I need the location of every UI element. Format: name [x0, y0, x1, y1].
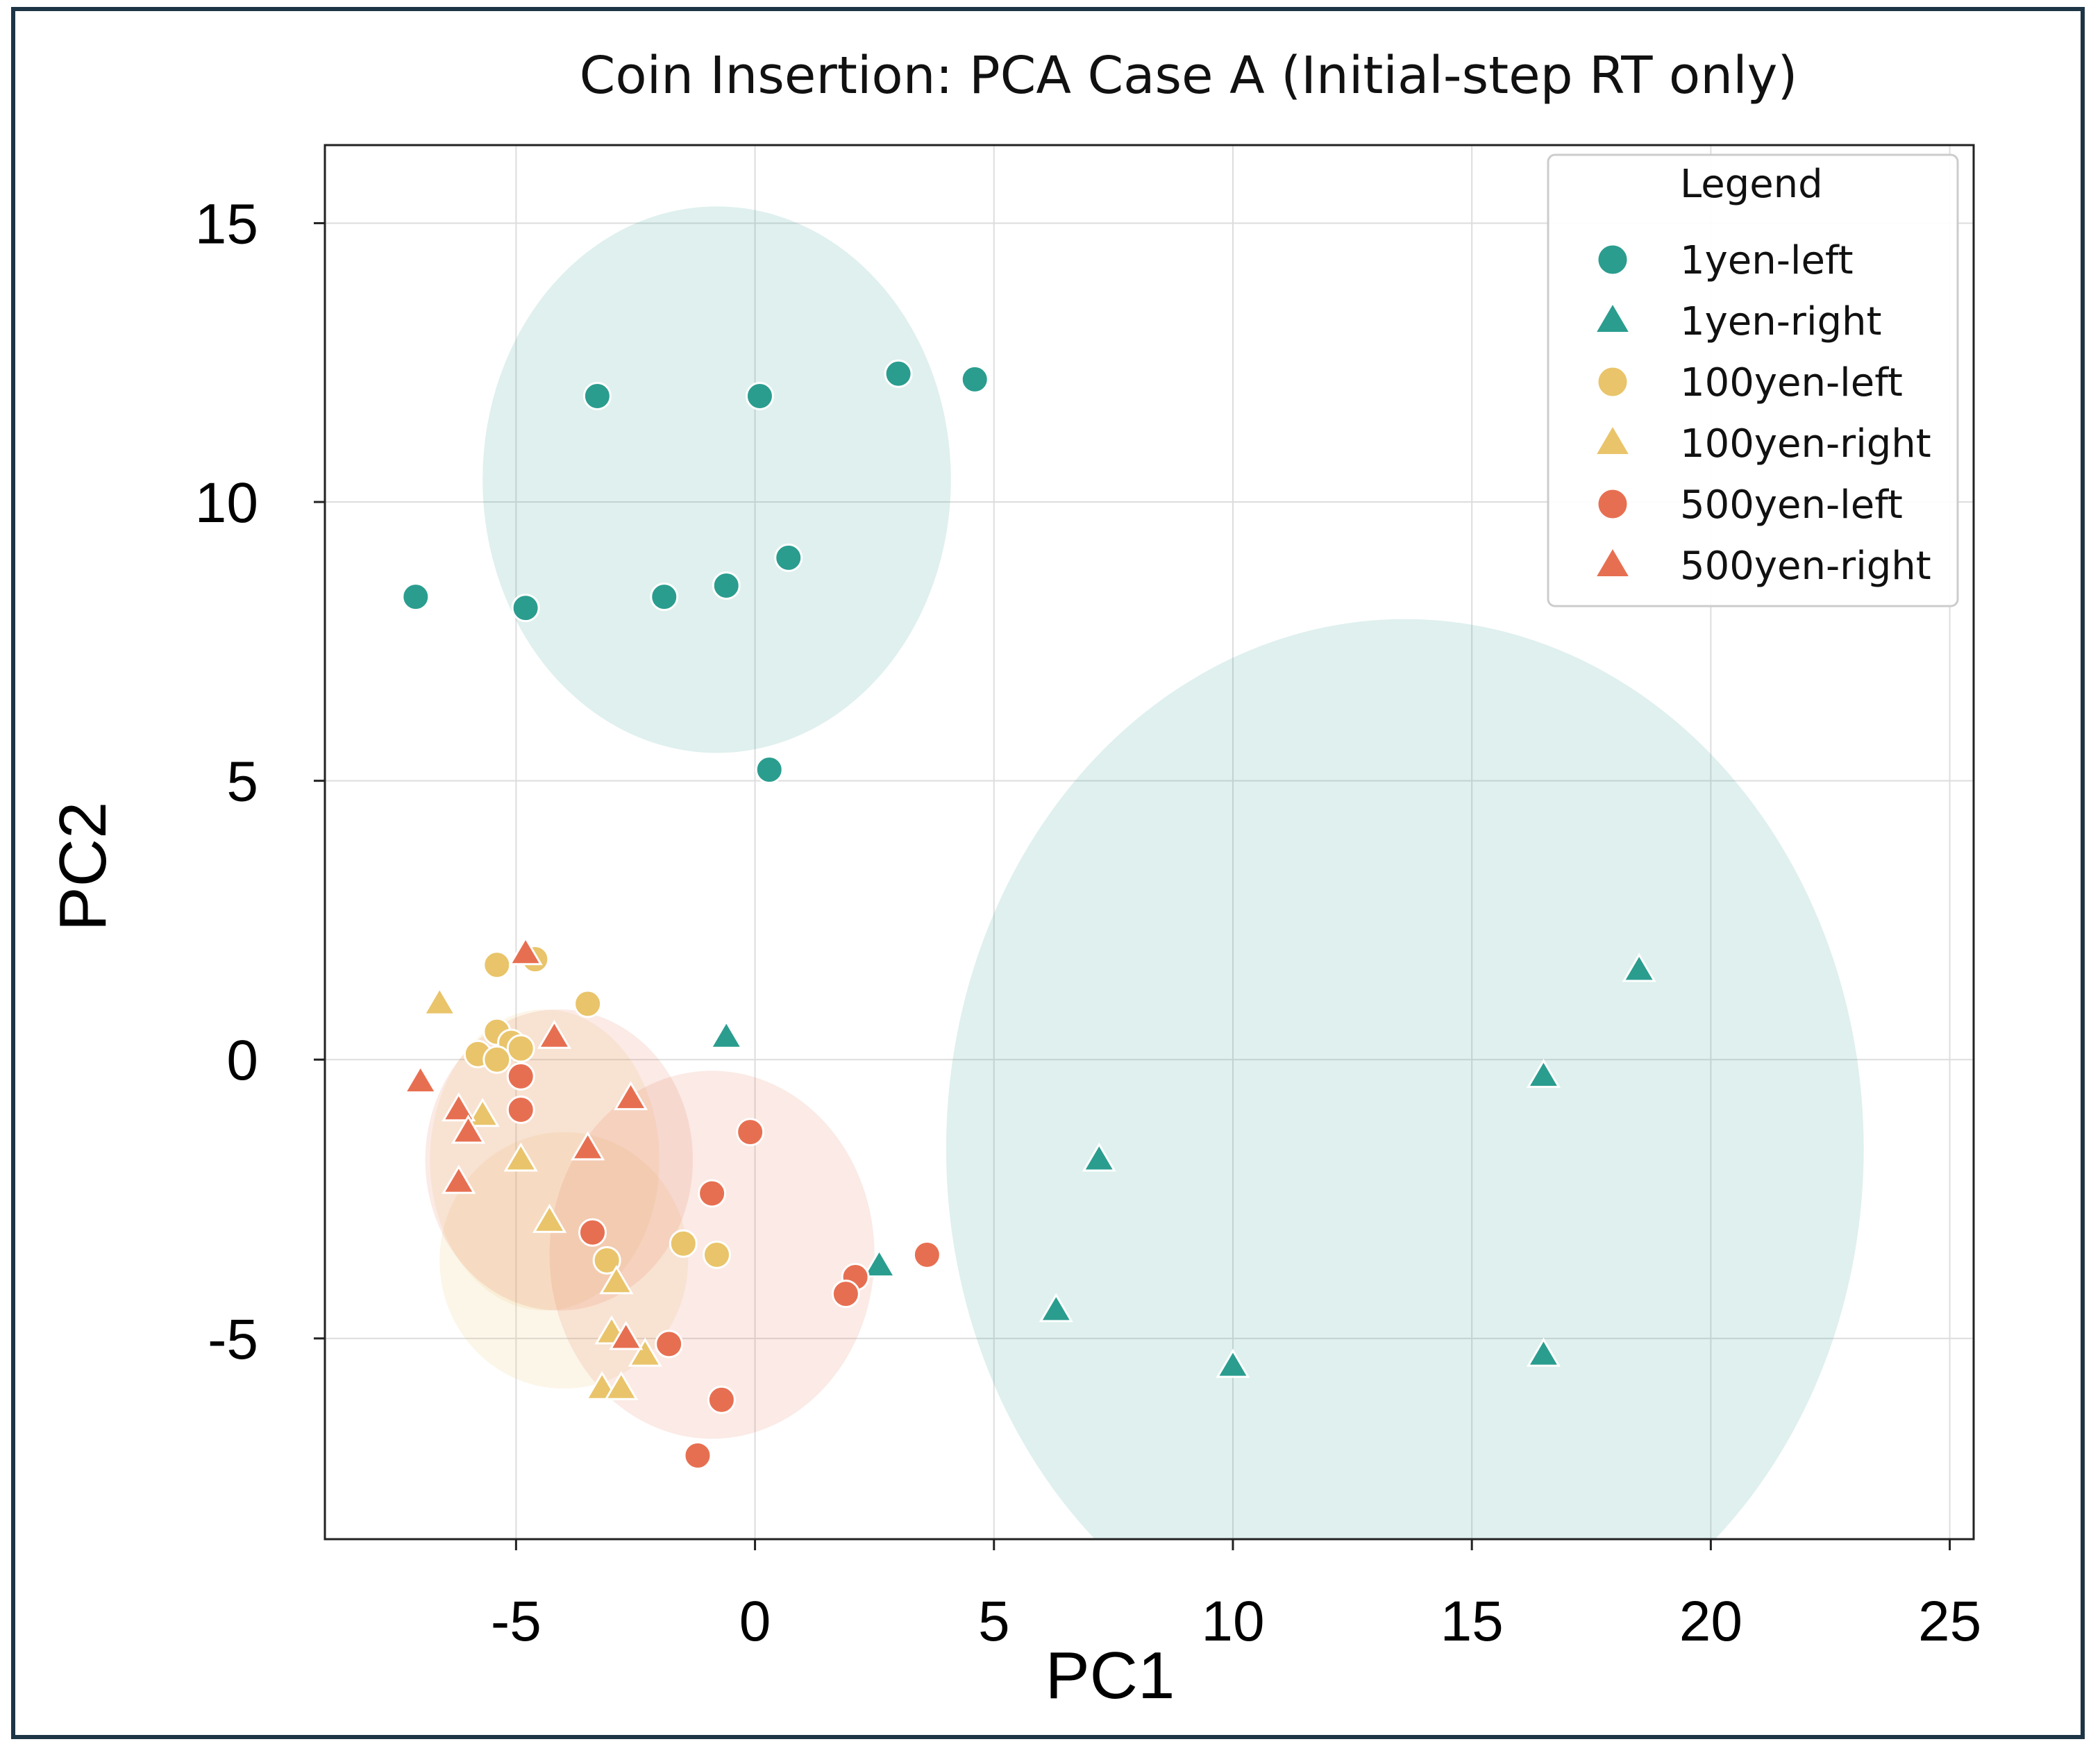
axis-ticks: -5 0 5 10 15 20 25 -5 0 5 10 15 — [195, 192, 1981, 1653]
y-tick-label: 0 — [226, 1029, 258, 1092]
y-tick-label: -5 — [208, 1308, 258, 1371]
data-point-100yen-right — [422, 986, 457, 1016]
data-point-1yen-left — [884, 359, 913, 388]
data-point-100yen-right — [604, 1370, 639, 1400]
data-point-500yen-left — [707, 1385, 736, 1414]
data-point-100yen-left — [506, 1034, 535, 1063]
legend-label-100yen-right: 100yen-right — [1680, 421, 1931, 467]
data-point-500yen-left — [698, 1179, 727, 1208]
data-point-100yen-right — [503, 1142, 538, 1172]
data-point-1yen-right — [709, 1019, 744, 1049]
x-tick-label: 25 — [1918, 1590, 1981, 1653]
data-point-500yen-right — [570, 1131, 605, 1161]
data-point-100yen-left — [482, 950, 512, 980]
legend-marker-500yen-left — [1596, 487, 1629, 521]
data-point-1yen-right — [1082, 1142, 1116, 1172]
data-point-100yen-left — [573, 989, 603, 1018]
legend-marker-100yen-left — [1596, 365, 1629, 399]
x-tick-label: 0 — [739, 1590, 771, 1653]
data-point-500yen-right — [442, 1164, 476, 1194]
x-tick-label: 10 — [1201, 1590, 1264, 1653]
data-point-500yen-right — [403, 1064, 438, 1094]
legend-title: Legend — [1680, 162, 1823, 207]
plot-border — [324, 144, 1975, 1541]
data-point-1yen-right — [1039, 1293, 1073, 1323]
data-point-1yen-left — [712, 571, 741, 601]
data-point-500yen-right — [451, 1114, 486, 1144]
data-point-100yen-right — [465, 1098, 500, 1127]
data-point-500yen-left — [506, 1062, 535, 1091]
cluster-ellipse — [425, 1009, 694, 1311]
data-point-1yen-left — [774, 543, 803, 572]
legend-label-500yen-right: 500yen-right — [1680, 544, 1931, 589]
cluster-ellipse — [946, 619, 1864, 1539]
data-point-1yen-left — [755, 755, 784, 785]
data-point-500yen-left — [578, 1218, 607, 1247]
data-point-500yen-left — [683, 1441, 712, 1470]
data-point-1yen-right — [1216, 1348, 1250, 1378]
data-point-500yen-right — [442, 1092, 476, 1122]
x-tick-label: 15 — [1440, 1590, 1504, 1653]
data-point-1yen-right — [862, 1248, 897, 1278]
data-point-1yen-left — [582, 381, 612, 410]
data-point-100yen-right — [599, 1265, 634, 1295]
data-point-500yen-left — [655, 1330, 684, 1359]
data-point-500yen-right — [613, 1081, 648, 1111]
y-axis-label: PC2 — [46, 802, 120, 932]
legend-marker-500yen-right — [1593, 545, 1633, 579]
x-tick-label: 5 — [978, 1590, 1010, 1653]
x-tick-label: -5 — [491, 1590, 541, 1653]
x-axis-label: PC1 — [1045, 1638, 1175, 1713]
data-point-1yen-left — [401, 582, 430, 612]
legend-box — [1547, 153, 1959, 607]
y-tick-label: 10 — [195, 471, 258, 535]
data-point-1yen-left — [745, 381, 774, 410]
legend-label-100yen-left: 100yen-left — [1680, 360, 1903, 405]
scatter-chart: -5 0 5 10 15 20 25 -5 0 5 10 15 Coin Insertion: PCA… — [46, 46, 1981, 1713]
x-tick-label: 20 — [1679, 1590, 1742, 1653]
data-point-1yen-left — [960, 364, 989, 394]
data-point-1yen-right — [1526, 1337, 1561, 1367]
chart-title: Coin Insertion: PCA Case A (Initial-step… — [580, 46, 1798, 106]
chart-frame: -5 0 5 10 15 20 25 -5 0 5 10 15 Coin Insertion: PCA… — [11, 7, 2085, 1739]
legend-marker-1yen-right — [1593, 301, 1633, 335]
data-point-100yen-left — [669, 1229, 698, 1258]
data-point-100yen-left — [702, 1240, 731, 1269]
cluster-ellipse — [482, 206, 951, 753]
data-point-100yen-left — [482, 1045, 512, 1074]
data-point-500yen-right — [508, 936, 543, 966]
data-point-500yen-right — [537, 1019, 572, 1049]
data-point-100yen-right — [532, 1203, 567, 1233]
data-point-1yen-left — [650, 582, 679, 612]
legend-label-1yen-right: 1yen-right — [1680, 299, 1882, 344]
data-point-100yen-left — [592, 1245, 621, 1275]
data-point-100yen-right — [628, 1337, 662, 1367]
data-points — [401, 359, 1656, 1470]
data-point-1yen-right — [1526, 1058, 1561, 1089]
legend-label-500yen-left: 500yen-left — [1680, 483, 1903, 528]
data-point-500yen-left — [912, 1240, 941, 1269]
legend-label-1yen-left: 1yen-left — [1680, 238, 1854, 283]
data-point-1yen-left — [511, 594, 540, 623]
data-point-500yen-right — [609, 1320, 644, 1350]
legend-marker-100yen-right — [1593, 423, 1633, 457]
legend-marker-1yen-left — [1596, 243, 1629, 276]
data-point-500yen-left — [831, 1280, 860, 1309]
data-point-500yen-left — [506, 1096, 535, 1125]
data-point-500yen-left — [736, 1118, 765, 1147]
y-tick-label: 15 — [195, 192, 258, 255]
legend: Legend 1yen-left 1yen-right 100yen-left 100… — [1547, 153, 1959, 607]
y-tick-label: 5 — [226, 750, 258, 814]
data-point-1yen-right — [1622, 953, 1656, 982]
